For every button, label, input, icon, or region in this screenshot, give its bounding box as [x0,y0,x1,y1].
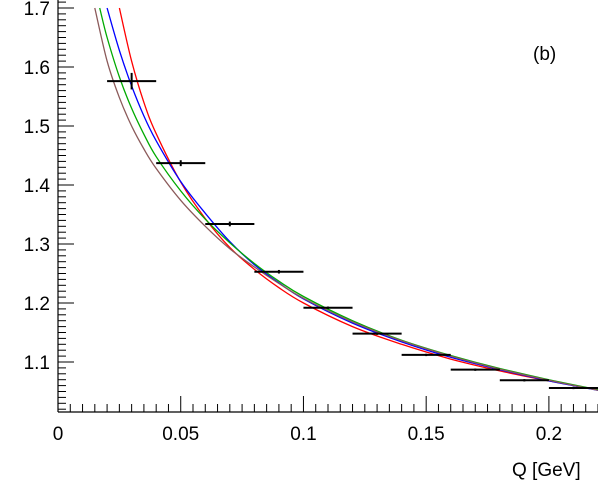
data-point [548,386,598,390]
y-tick-label: 1.2 [24,294,50,315]
x-tick-label: 0.05 [162,424,199,445]
x-axis-title: Q [GeV] [512,460,581,481]
y-tick-label: 1.7 [24,0,50,20]
data-point [450,368,500,371]
x-tick-label: 0 [53,424,64,445]
data-point [352,332,402,335]
y-tick-label: 1.1 [24,353,50,374]
data-point [156,160,206,167]
y-tick-label: 1.6 [24,58,50,79]
y-axis-ticks: 1.1 1.2 1.3 1.4 1.5 1.6 1.7 [24,0,74,410]
x-axis-ticks: 0 0.05 0.1 0.15 0.2 [53,396,598,445]
series-line-2 [106,7,598,391]
series-line-1 [118,7,598,391]
data-point [107,72,157,90]
y-tick-label: 1.3 [24,235,50,256]
data-point [205,221,255,227]
y-tick-label: 1.5 [24,117,50,138]
panel-label: (b) [533,44,556,65]
series-line-4 [94,7,598,391]
data-point [303,306,353,309]
x-tick-label: 0.15 [408,424,445,445]
x-tick-label: 0.2 [536,424,562,445]
model-curves [94,7,598,391]
data-point [499,379,549,382]
data-point [401,353,451,357]
data-points [107,72,598,390]
x-tick-label: 0.1 [290,424,316,445]
data-point [254,269,304,274]
y-tick-label: 1.4 [24,176,51,197]
